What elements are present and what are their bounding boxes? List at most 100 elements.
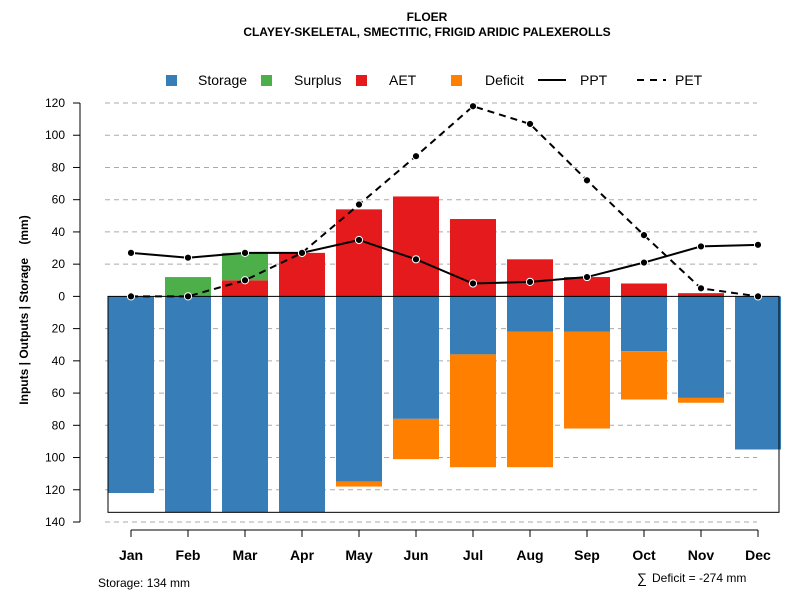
storage-bar [450,296,496,355]
y-tick-label: 40 [52,354,66,368]
aet-bar [678,293,724,297]
x-tick-label: Jul [463,547,483,563]
series-lines [126,102,763,301]
ppt-point [696,242,706,251]
pet-line [131,105,759,298]
y-tick-label: 120 [45,483,65,497]
storage-capacity-box [107,295,780,513]
y-tick-label: 100 [45,451,65,465]
ppt-point [525,277,535,286]
storage-bar [222,296,268,513]
ppt-line [130,238,759,285]
x-tick-label: Jan [119,547,143,563]
x-tick-label: Apr [290,547,315,563]
legend-swatch [451,75,462,86]
aet-bar [393,196,439,297]
y-axis-label: Inputs | Outputs | Storage (mm) [17,215,31,404]
storage-bar [108,296,154,493]
ppt-point [582,272,592,282]
surplus-bar [222,252,268,281]
pet-point [468,102,478,111]
ppt-point [297,248,307,257]
pet-point [639,231,649,240]
x-tick-label: Jun [404,547,429,563]
aet-bar [621,283,667,297]
storage-bar [507,296,553,332]
pet-point [582,176,592,185]
ppt-point [183,253,193,262]
plot-frame [107,295,780,513]
legend-label: Storage [198,72,247,88]
legend-label: PET [675,72,703,88]
storage-bar [621,296,667,352]
pet-point [411,152,421,161]
pet-point [354,200,364,209]
aet-bar [279,252,325,297]
pet-point [753,292,763,301]
pet-point [525,119,535,129]
storage-bar [564,296,610,332]
y-tick-label: 120 [45,96,65,110]
storage-bar [735,296,781,450]
pet-point [240,276,250,285]
ppt-point [411,255,421,264]
deficit-bar [678,397,724,403]
storage-bar [678,296,724,398]
legend-swatch [166,75,177,86]
x-tick-label: Aug [516,547,543,563]
deficit-bar [564,331,610,429]
y-tick-label: 20 [52,257,66,271]
legend-label: Deficit [485,72,524,88]
x-axis: Jan Feb Mar Apr May Jun Jul Aug Sep Oct Nov Dec [119,529,771,563]
deficit-bar [393,418,439,460]
ppt-point [240,248,250,257]
chart-title: FLOER [407,10,448,24]
legend-label: PPT [580,72,608,88]
deficit-bar [621,351,667,400]
ppt-point [354,235,364,245]
y-tick-label: 140 [45,515,65,529]
aet-bar [336,209,382,297]
chart-legend: Storage Surplus AET Deficit PPT PET [166,72,703,88]
deficit-bar [507,331,553,468]
y-tick-label: 100 [45,128,65,142]
storage-bar [279,296,325,513]
deficit-annotation: Deficit = -274 mm [652,571,746,585]
y-tick-label: 60 [52,193,66,207]
aet-bar [222,280,268,297]
x-tick-label: Sep [574,547,600,563]
x-tick-label: May [345,547,372,563]
legend-label: AET [389,72,417,88]
surplus-bar [165,277,211,297]
storage-bar [393,296,439,419]
bars [108,196,781,513]
ppt-point [468,279,478,288]
y-tick-label: 40 [52,225,66,239]
x-tick-label: Feb [176,547,201,563]
deficit-bar [450,354,496,468]
legend-swatch [356,75,367,86]
y-tick-label: 0 [58,289,65,303]
legend-swatch [261,75,272,86]
y-tick-label: 60 [52,386,66,400]
pet-point [696,284,706,293]
storage-bar [336,296,382,482]
ppt-point [126,248,136,257]
chart-subtitle: CLAYEY-SKELETAL, SMECTITIC, FRIGID ARIDI… [243,25,610,39]
y-axis: 120 100 80 60 40 20 0 20 40 60 80 100 120 140 [45,96,81,529]
ppt-point [639,258,649,267]
deficit-bar [336,481,382,487]
legend-label: Surplus [294,72,341,88]
x-tick-label: Mar [233,547,258,563]
pet-point [126,292,136,301]
y-tick-label: 20 [52,322,66,336]
y-tick-label: 80 [52,160,66,174]
y-tick-label: 80 [52,418,66,432]
x-tick-label: Nov [688,547,715,563]
sum-symbol: ∑ [637,570,647,586]
pet-point [183,292,193,301]
ppt-point [753,240,763,249]
storage-bar [165,296,211,513]
aet-bar [564,277,610,297]
